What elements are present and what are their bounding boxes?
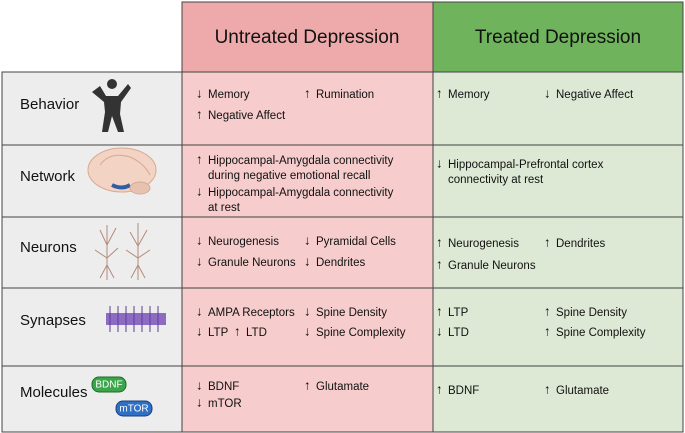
item-text: connectivity at rest: [448, 174, 544, 186]
direction-arrow: ↓: [196, 394, 203, 409]
network-icon: [87, 147, 157, 195]
direction-arrow: ↑: [544, 303, 551, 318]
direction-arrow: ↓: [304, 253, 311, 268]
item-text: Rumination: [316, 89, 374, 101]
row-dividers: [2, 144, 683, 367]
item-text: Glutamate: [316, 381, 369, 393]
untreated-column-bg: [181, 71, 434, 433]
item-text: LTD: [246, 327, 267, 339]
direction-arrow: ↓: [196, 323, 203, 338]
item-text: Pyramidal Cells: [316, 236, 396, 248]
direction-arrow: ↑: [544, 381, 551, 396]
item-text: Hippocampal-Prefrontal cortex: [448, 159, 604, 171]
direction-arrow: ↑: [196, 106, 203, 121]
direction-arrow: ↓: [304, 303, 311, 318]
badge-bg: [115, 400, 153, 417]
direction-arrow: ↑: [544, 234, 551, 249]
item-text: Negative Affect: [208, 110, 286, 122]
direction-arrow: ↓: [196, 85, 203, 100]
item-text: Spine Density: [556, 307, 627, 319]
direction-arrow: ↑: [544, 323, 551, 338]
item-text: Neurogenesis: [448, 238, 519, 250]
item-text: mTOR: [208, 398, 242, 410]
neurons-icon: [94, 223, 151, 280]
direction-arrow: ↑: [436, 85, 443, 100]
row-label: Network: [20, 168, 76, 185]
item-text: BDNF: [208, 381, 239, 393]
direction-arrow: ↑: [436, 381, 443, 396]
item-text: BDNF: [448, 385, 479, 397]
synapse-icon: [106, 306, 166, 332]
item-text: Spine Complexity: [316, 327, 406, 339]
direction-arrow: ↑: [436, 256, 443, 271]
direction-arrow: ↓: [304, 323, 311, 338]
item-text: at rest: [208, 202, 241, 214]
item-text: Dendrites: [316, 257, 365, 269]
item-text: AMPA Receptors: [208, 307, 295, 319]
direction-arrow: ↓: [196, 303, 203, 318]
direction-arrow: ↑: [196, 151, 203, 166]
direction-arrow: ↑: [234, 323, 241, 338]
item-text: LTP: [208, 327, 229, 339]
direction-arrow: ↓: [196, 377, 203, 392]
badge-bg: [91, 376, 127, 393]
row-label: Behavior: [20, 96, 79, 113]
label-column-bg: [1, 71, 183, 433]
item-text: Glutamate: [556, 385, 609, 397]
badge: BDNF: [95, 380, 122, 391]
direction-arrow: ↓: [304, 232, 311, 247]
direction-arrow: ↓: [436, 155, 443, 170]
direction-arrow: ↓: [544, 85, 551, 100]
direction-arrow: ↓: [436, 323, 443, 338]
item-text: Hippocampal-Amygdala connectivity: [208, 187, 394, 199]
row-label: Neurons: [20, 239, 77, 256]
badge: mTOR: [119, 404, 148, 415]
item-text: during negative emotional recall: [208, 170, 370, 182]
direction-arrow: ↓: [196, 253, 203, 268]
item-text: LTD: [448, 327, 469, 339]
behavior-icon: [92, 79, 131, 132]
treated-column-bg: [432, 71, 684, 433]
direction-arrow: ↑: [436, 303, 443, 318]
untreated-header-bg: [181, 1, 434, 73]
item-text: Spine Complexity: [556, 327, 646, 339]
direction-arrow: ↑: [304, 85, 311, 100]
column-header: Untreated Depression: [215, 27, 400, 48]
direction-arrow: ↑: [304, 377, 311, 392]
direction-arrow: ↑: [436, 234, 443, 249]
direction-arrow: ↓: [196, 232, 203, 247]
item-text: Memory: [448, 89, 490, 101]
item-text: LTP: [448, 307, 469, 319]
item-text: Spine Density: [316, 307, 387, 319]
item-text: Neurogenesis: [208, 236, 279, 248]
row-label: Molecules: [20, 384, 88, 401]
item-text: Granule Neurons: [208, 257, 296, 269]
item-text: Granule Neurons: [448, 260, 536, 272]
item-text: Negative Affect: [556, 89, 634, 101]
item-text: Hippocampal-Amygdala connectivity: [208, 155, 394, 167]
treated-header-bg: [432, 1, 684, 73]
item-text: Dendrites: [556, 238, 605, 250]
item-text: Memory: [208, 89, 250, 101]
row-label: Synapses: [20, 312, 86, 329]
column-header: Treated Depression: [475, 27, 641, 48]
direction-arrow: ↓: [196, 183, 203, 198]
